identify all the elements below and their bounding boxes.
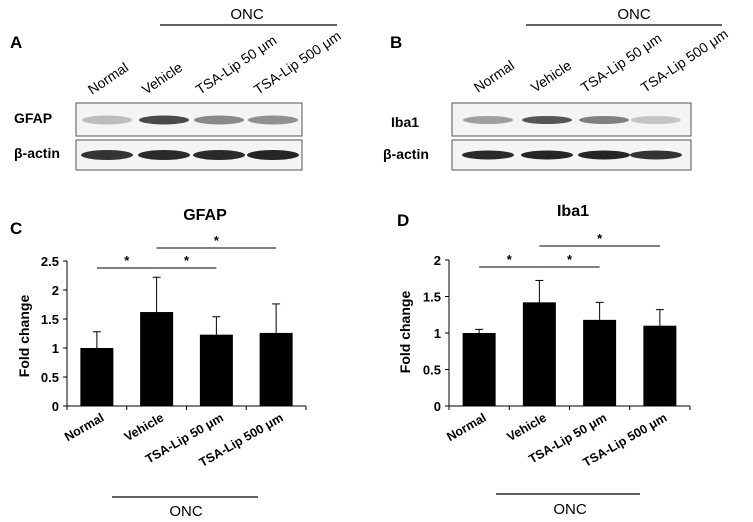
blot-band <box>194 115 244 125</box>
onc-label-d: ONC <box>553 501 587 518</box>
blot-a-row-label-gfap: GFAP <box>14 110 52 126</box>
blot-band <box>522 116 572 124</box>
y-tick-label: 0.5 <box>41 370 59 385</box>
blot-band <box>463 116 513 124</box>
blot-a-lane-labels: Normal Vehicle TSA-Lip 50 μm TSA-Lip 500… <box>85 27 344 97</box>
x-tick-label: Normal <box>444 410 488 444</box>
panel-letter-c: C <box>10 219 22 238</box>
bar <box>140 312 174 406</box>
y-tick-label: 1.5 <box>423 290 441 305</box>
chart-d-ylabel: Fold change <box>397 291 413 374</box>
blot-b-actin-bands <box>462 150 682 160</box>
blot-a-gfap-bands <box>82 115 298 125</box>
bar <box>80 348 114 406</box>
x-tick-label: Vehicle <box>505 410 549 444</box>
blot-a-actin-bands <box>81 150 299 160</box>
blot-band <box>247 150 299 160</box>
y-tick-label: 0.5 <box>423 363 441 378</box>
panel-letter-a: A <box>10 33 22 52</box>
chart-c-ylabel: Fold change <box>16 295 32 378</box>
significance-star: * <box>507 252 513 267</box>
blot-b-iba1-bands <box>463 116 681 124</box>
y-tick-label: 1 <box>52 341 59 356</box>
blot-band <box>248 115 298 125</box>
blot-band <box>462 150 514 160</box>
significance-star: * <box>124 253 130 268</box>
blot-band <box>630 150 682 160</box>
significance-star: * <box>184 253 190 268</box>
significance-star: * <box>597 231 603 246</box>
x-tick-label: Normal <box>62 410 106 444</box>
y-tick-label: 1.5 <box>41 312 59 327</box>
chart-d-title: Iba1 <box>557 203 589 220</box>
y-tick-label: 2.5 <box>41 254 59 269</box>
y-tick-label: 1 <box>434 326 441 341</box>
blot-band <box>631 116 681 124</box>
bar <box>522 302 556 406</box>
panel-letter-d: D <box>397 211 409 230</box>
y-tick-label: 2 <box>52 283 59 298</box>
bar <box>259 332 293 406</box>
blot-band <box>193 150 245 160</box>
y-tick-label: 0 <box>52 399 59 414</box>
y-tick-label: 0 <box>434 399 441 414</box>
onc-label-b: ONC <box>617 6 651 23</box>
lane-label: Normal <box>85 59 131 97</box>
y-tick-label: 2 <box>434 253 441 268</box>
chart-c-title: GFAP <box>183 207 227 224</box>
blot-b-lane-labels: Normal Vehicle TSA-Lip 50 μm TSA-Lip 500… <box>471 25 731 95</box>
blot-a-row-label-actin: β-actin <box>14 145 60 161</box>
lane-label: Vehicle <box>528 57 575 96</box>
lane-label: Normal <box>471 57 517 95</box>
onc-label-a: ONC <box>230 6 264 23</box>
bar <box>462 333 496 406</box>
onc-label-c: ONC <box>169 503 203 520</box>
bar <box>643 325 677 406</box>
significance-star: * <box>567 252 573 267</box>
blot-b-row-label-iba1: Iba1 <box>391 114 419 130</box>
bar <box>199 334 233 406</box>
blot-band <box>82 115 132 125</box>
bar <box>583 319 617 406</box>
blot-band <box>521 150 573 160</box>
blot-band <box>138 150 190 160</box>
blot-b-row-label-actin: β-actin <box>383 146 429 162</box>
panel-letter-b: B <box>390 33 402 52</box>
blot-band <box>81 150 133 160</box>
blot-band <box>139 115 189 125</box>
lane-label: Vehicle <box>139 59 186 98</box>
blot-band <box>579 116 629 124</box>
x-tick-label: Vehicle <box>122 410 166 444</box>
significance-star: * <box>214 233 220 248</box>
chart-c: GFAP Fold change 0 0.5 1 1.5 2 2.5 Normal Vehic… <box>16 207 307 470</box>
blot-band <box>578 150 630 160</box>
